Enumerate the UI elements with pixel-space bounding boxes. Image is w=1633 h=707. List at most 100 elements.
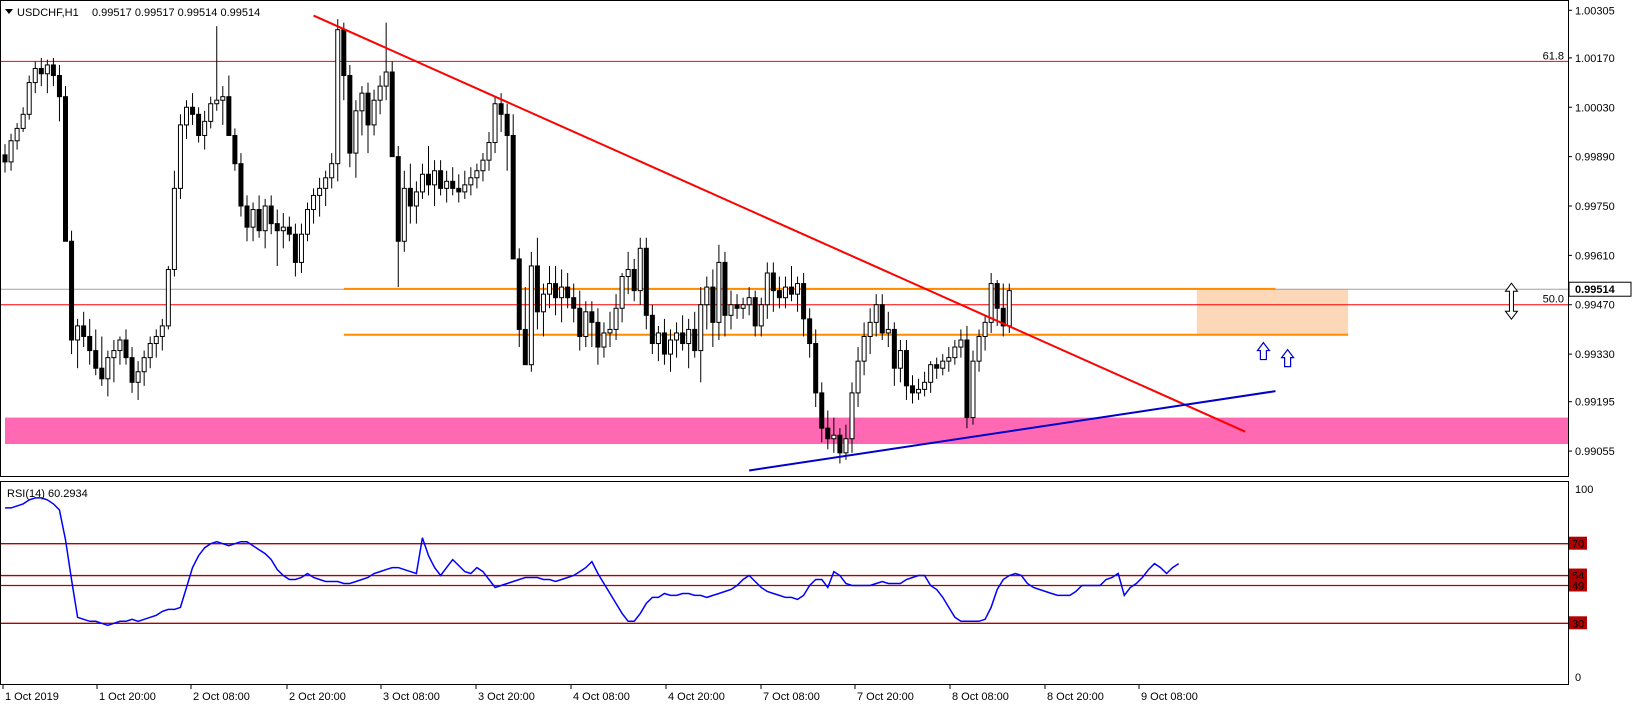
bull-candle (625, 268, 631, 278)
bull-candle (377, 85, 383, 101)
bull-candle (135, 371, 141, 383)
bull-candle (952, 346, 958, 359)
bear-candle (365, 92, 371, 126)
rsi-levels-layer (1, 543, 1568, 624)
bull-candle (970, 360, 976, 419)
price-tick-label: 0.99470 (1575, 300, 1615, 312)
bull-candle (141, 357, 147, 373)
bull-candle (486, 142, 492, 161)
markers-layer (1256, 282, 1519, 368)
price-panel: 61.8 50.0 USDCHF,H1 0.99517 0.99517 0.995… (0, 0, 1569, 477)
ohlc-header-values: 0.99517 0.99517 0.99514 0.99514 (92, 7, 260, 19)
bull-candle (432, 170, 438, 186)
bull-candle (480, 159, 486, 172)
bull-candle (613, 307, 619, 330)
bear-candle (238, 163, 244, 207)
bull-candle (492, 103, 498, 144)
bear-candle (50, 64, 56, 77)
bear-candle (438, 170, 444, 189)
bull-candle (335, 29, 341, 165)
bear-candle (256, 209, 262, 232)
bear-candle (722, 261, 728, 316)
price-tick-label: 0.99750 (1575, 201, 1615, 213)
rsi-tick-label: 100 (1575, 484, 1593, 496)
bull-candle (795, 283, 801, 295)
bull-candle (214, 99, 220, 105)
price-tick-label: 1.00305 (1575, 5, 1615, 17)
bull-candle (353, 110, 359, 154)
bear-candle (450, 180, 456, 189)
bull-candle (655, 332, 661, 345)
bear-candle (819, 392, 825, 429)
bull-candle (716, 261, 722, 323)
bull-candle (311, 194, 317, 211)
bear-candle (274, 223, 280, 232)
bull-candle (547, 283, 552, 295)
bear-candle (426, 173, 431, 186)
bull-candle (637, 247, 643, 292)
fib-level-label: 50.0 (1543, 294, 1564, 306)
bear-candle (589, 311, 595, 323)
bull-candle (674, 332, 680, 341)
bear-candle (56, 75, 62, 98)
bear-candle (692, 328, 698, 352)
bull-candle (44, 64, 50, 75)
bull-candle (323, 177, 329, 189)
bull-candle (202, 120, 208, 136)
bull-candle (601, 332, 607, 348)
bear-candle (498, 103, 504, 115)
rsi-line-layer (5, 497, 1180, 627)
bear-candle (516, 258, 522, 330)
bull-candle (619, 276, 625, 309)
bear-candle (456, 187, 462, 193)
dropdown-triangle-icon[interactable] (5, 9, 13, 14)
bull-candle (940, 360, 946, 369)
bull-candle (153, 335, 159, 345)
bull-candle (165, 268, 171, 327)
price-tick-label: 1.00030 (1575, 102, 1615, 114)
up-arrow-icon (1256, 341, 1271, 361)
rsi-series-line (5, 497, 1180, 627)
bear-candle (286, 226, 292, 235)
time-tick-label: 8 Oct 20:00 (1047, 691, 1104, 703)
time-tick-label: 2 Oct 20:00 (289, 691, 346, 703)
price-tick-label: 1.00170 (1575, 53, 1615, 65)
trendline (749, 390, 1276, 472)
bear-candle (347, 75, 353, 154)
bull-candle (171, 187, 177, 270)
bull-candle (740, 304, 746, 309)
time-tick-label: 4 Oct 20:00 (668, 691, 725, 703)
bull-candle (782, 286, 788, 299)
bear-candle (226, 96, 232, 136)
bear-candle (837, 434, 843, 454)
time-axis: 1 Oct 2019 1 Oct 20:00 2 Oct 08:00 2 Oct 20… (2, 685, 1198, 703)
bear-candle (734, 304, 740, 309)
bear-candle (99, 367, 105, 380)
bear-candle (565, 286, 571, 299)
bull-candle (413, 191, 419, 207)
bull-candle (468, 177, 474, 186)
bear-candle (123, 339, 129, 359)
bull-candle (147, 343, 153, 359)
bear-candle (789, 286, 794, 295)
bull-candle (474, 170, 480, 179)
bull-candle (208, 103, 214, 122)
bull-candle (746, 297, 752, 306)
rsi-level-label: 30 (1572, 618, 1584, 630)
bull-candle (159, 325, 165, 337)
bear-candle (680, 332, 686, 345)
bull-candle (184, 106, 189, 126)
bull-candle (75, 325, 81, 341)
rsi-panel-border (0, 481, 1569, 685)
bull-candle (250, 209, 256, 228)
candles-layer (2, 19, 1012, 464)
bear-candle (661, 332, 667, 355)
bull-candle (982, 321, 988, 337)
bull-candle (873, 304, 879, 323)
bull-candle (583, 311, 589, 337)
bear-candle (577, 307, 583, 337)
bull-candle (686, 328, 692, 345)
bull-candle (704, 286, 710, 306)
bull-candle (849, 392, 855, 440)
bull-candle (359, 92, 365, 112)
